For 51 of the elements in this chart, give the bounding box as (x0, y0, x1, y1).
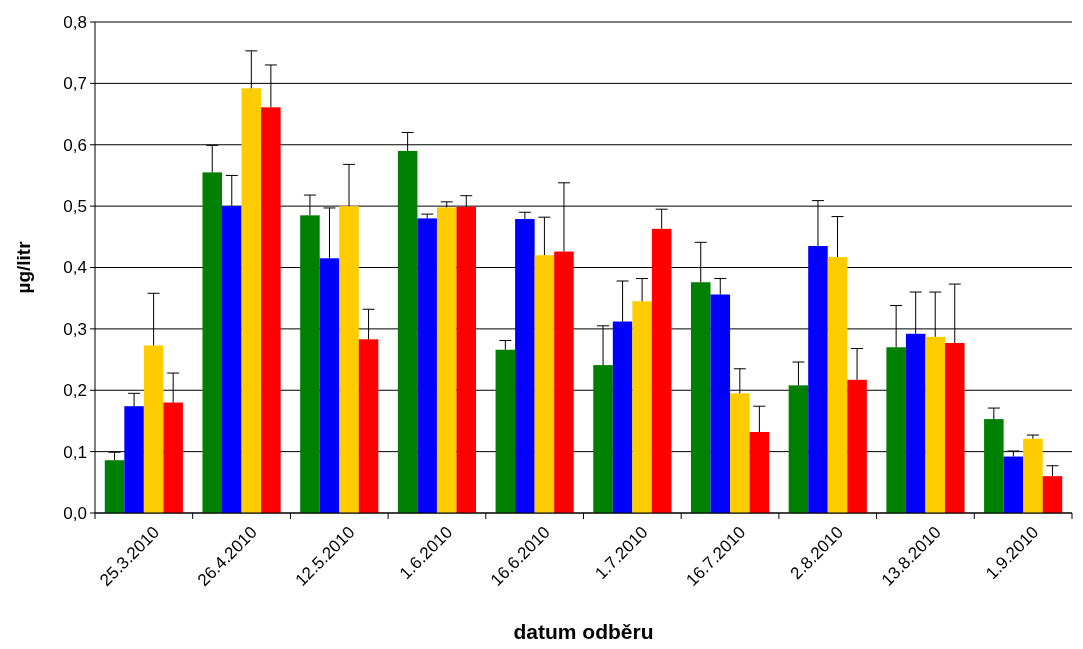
bar (1023, 438, 1043, 513)
y-tick-label: 0,6 (63, 135, 87, 155)
bar (944, 342, 965, 513)
bar (436, 207, 457, 513)
bar (339, 206, 359, 513)
bar (690, 282, 711, 513)
bar (788, 385, 809, 513)
bar (417, 218, 437, 513)
bar (534, 255, 555, 513)
bar (319, 258, 340, 513)
bar (104, 460, 125, 513)
x-axis-title: datum odběru (513, 620, 654, 643)
bar (984, 419, 1004, 513)
bar (222, 206, 242, 513)
y-tick-label: 0,1 (63, 442, 87, 462)
bar (710, 294, 731, 513)
bar (456, 206, 477, 513)
bar (749, 431, 770, 513)
bar (202, 172, 223, 513)
y-tick-label: 0,0 (63, 503, 87, 523)
bar (905, 333, 926, 513)
bar (632, 301, 652, 513)
bar (358, 339, 379, 513)
bar (261, 107, 281, 513)
bar (847, 379, 867, 513)
bar (730, 393, 750, 513)
bar (515, 219, 535, 513)
y-tick-label: 0,5 (63, 197, 87, 217)
y-tick-label: 0,3 (63, 319, 87, 339)
bar (554, 251, 574, 513)
y-tick-label: 0,7 (63, 74, 87, 94)
y-tick-label: 0,4 (63, 258, 87, 278)
bar (1003, 456, 1024, 513)
bar (612, 321, 633, 513)
bar (163, 402, 183, 513)
bar (886, 347, 906, 513)
bar (593, 365, 613, 513)
y-tick-label: 0,2 (63, 381, 87, 401)
y-axis-title: µg/litr (13, 240, 34, 294)
bar (143, 345, 164, 513)
bar (124, 406, 144, 513)
bar (300, 215, 320, 513)
bar (495, 349, 516, 513)
y-tick-label: 0,8 (63, 12, 87, 32)
bar (397, 150, 418, 513)
bar (925, 336, 945, 513)
bar (651, 228, 672, 513)
bar (1042, 476, 1063, 513)
bar (827, 257, 848, 513)
bar (808, 246, 828, 513)
bar (241, 88, 262, 513)
